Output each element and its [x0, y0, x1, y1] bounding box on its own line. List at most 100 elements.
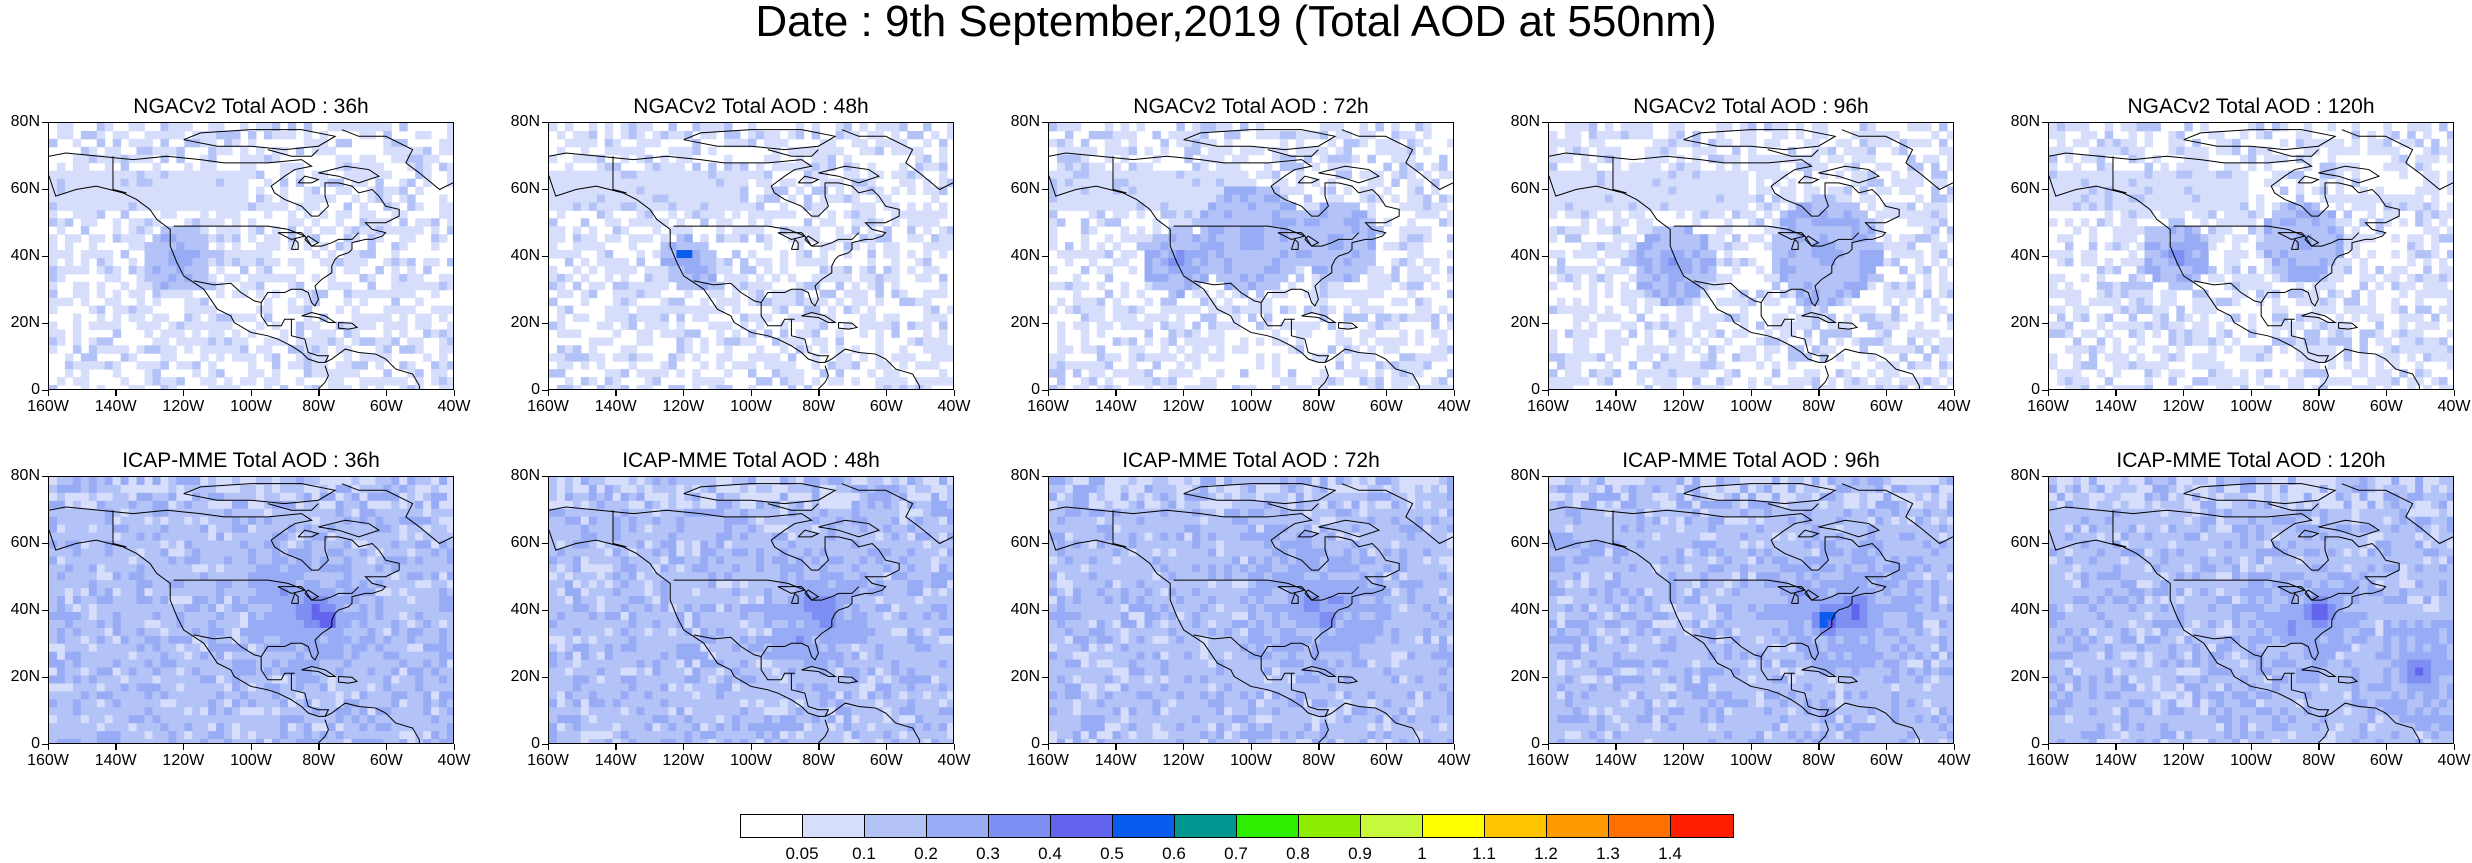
- aod-map: [1548, 122, 1954, 390]
- x-tick: [2251, 744, 2253, 750]
- y-tick: [2042, 543, 2048, 545]
- y-tick: [2042, 256, 2048, 258]
- x-tick-label: 100W: [1726, 399, 1776, 415]
- x-tick: [615, 744, 617, 750]
- colorbar-swatch: [1175, 815, 1237, 837]
- x-tick: [2048, 744, 2050, 750]
- x-tick-label: 80W: [1294, 399, 1344, 415]
- x-tick: [1183, 744, 1185, 750]
- x-tick-label: 120W: [2158, 399, 2208, 415]
- y-tick: [42, 189, 48, 191]
- y-tick: [1542, 122, 1548, 124]
- x-tick-label: 80W: [1794, 399, 1844, 415]
- y-tick: [542, 189, 548, 191]
- x-tick: [1048, 744, 1050, 750]
- x-tick-label: 100W: [726, 399, 776, 415]
- colorbar-label: 1.1: [1464, 845, 1504, 862]
- x-tick-label: 80W: [794, 753, 844, 769]
- panel-title: NGACv2 Total AOD : 72h: [1048, 96, 1454, 118]
- y-tick-label: 40N: [1500, 248, 1540, 264]
- y-tick-label: 80N: [1500, 114, 1540, 130]
- x-tick: [2183, 390, 2185, 396]
- x-tick: [1048, 390, 1050, 396]
- colorbar-label: 0.6: [1154, 845, 1194, 862]
- x-tick: [818, 744, 820, 750]
- x-tick-label: 160W: [23, 753, 73, 769]
- x-tick: [548, 744, 550, 750]
- x-tick: [1183, 390, 1185, 396]
- x-tick-label: 100W: [2226, 753, 2276, 769]
- x-tick-label: 60W: [1861, 399, 1911, 415]
- x-tick-label: 140W: [1591, 399, 1641, 415]
- x-tick: [751, 744, 753, 750]
- y-tick: [542, 476, 548, 478]
- x-tick: [1454, 390, 1456, 396]
- x-tick: [48, 744, 50, 750]
- panel-title: NGACv2 Total AOD : 48h: [548, 96, 954, 118]
- map-canvas: [2049, 123, 2453, 389]
- colorbar-swatch: [1609, 815, 1671, 837]
- x-tick: [1615, 390, 1617, 396]
- y-tick: [542, 677, 548, 679]
- x-tick: [1886, 390, 1888, 396]
- x-tick: [1251, 390, 1253, 396]
- y-tick: [42, 476, 48, 478]
- x-tick-label: 160W: [1023, 753, 1073, 769]
- map-canvas: [1549, 123, 1953, 389]
- y-tick-label: 80N: [500, 468, 540, 484]
- x-tick: [454, 744, 456, 750]
- x-tick-label: 60W: [2361, 753, 2411, 769]
- y-tick-label: 0: [1000, 736, 1040, 752]
- y-tick-label: 60N: [1000, 535, 1040, 551]
- y-tick-label: 40N: [500, 602, 540, 618]
- x-tick-label: 60W: [361, 753, 411, 769]
- colorbar-swatch: [865, 815, 927, 837]
- y-tick-label: 60N: [2000, 181, 2040, 197]
- aod-map: [2048, 122, 2454, 390]
- x-tick-label: 80W: [1294, 753, 1344, 769]
- x-tick-label: 120W: [658, 399, 708, 415]
- x-tick-label: 40W: [1429, 399, 1479, 415]
- x-tick-label: 40W: [1929, 399, 1979, 415]
- x-tick-label: 100W: [1726, 753, 1776, 769]
- x-tick-label: 120W: [658, 753, 708, 769]
- colorbar-swatch: [927, 815, 989, 837]
- x-tick-label: 140W: [591, 399, 641, 415]
- colorbar-label: 0.8: [1278, 845, 1318, 862]
- x-tick: [1818, 744, 1820, 750]
- x-tick: [1954, 390, 1956, 396]
- colorbar-swatch: [1113, 815, 1175, 837]
- x-tick-label: 40W: [2429, 399, 2472, 415]
- x-tick: [683, 744, 685, 750]
- y-tick: [1042, 122, 1048, 124]
- y-tick-label: 20N: [0, 669, 40, 685]
- y-tick-label: 0: [1500, 382, 1540, 398]
- map-canvas: [49, 123, 453, 389]
- x-tick: [615, 390, 617, 396]
- y-tick-label: 0: [1500, 736, 1540, 752]
- x-tick-label: 160W: [523, 753, 573, 769]
- y-tick: [2042, 323, 2048, 325]
- x-tick-label: 80W: [1794, 753, 1844, 769]
- x-tick: [2454, 744, 2456, 750]
- colorbar-swatch: [1547, 815, 1609, 837]
- x-tick-label: 60W: [1861, 753, 1911, 769]
- x-tick-label: 140W: [591, 753, 641, 769]
- aod-map: [48, 122, 454, 390]
- colorbar-swatch: [1361, 815, 1423, 837]
- x-tick-label: 100W: [2226, 399, 2276, 415]
- x-tick: [2386, 390, 2388, 396]
- y-tick-label: 80N: [500, 114, 540, 130]
- colorbar-swatch: [989, 815, 1051, 837]
- x-tick: [1751, 390, 1753, 396]
- y-tick-label: 80N: [0, 114, 40, 130]
- x-tick-label: 40W: [429, 753, 479, 769]
- y-tick-label: 60N: [500, 535, 540, 551]
- x-tick-label: 100W: [1226, 753, 1276, 769]
- x-tick-label: 140W: [2091, 753, 2141, 769]
- y-tick-label: 0: [2000, 736, 2040, 752]
- x-tick: [886, 744, 888, 750]
- x-tick: [1386, 390, 1388, 396]
